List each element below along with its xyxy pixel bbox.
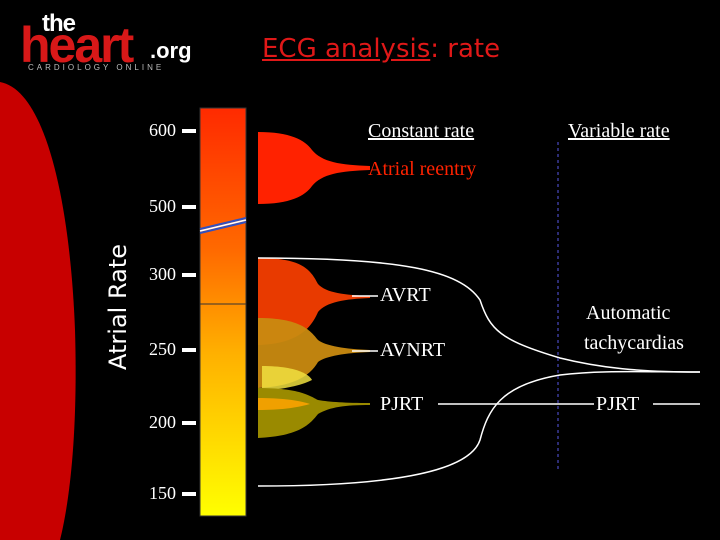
label-avrt: AVRT — [380, 284, 431, 306]
tick-marks — [182, 129, 196, 496]
label-atrial-reentry: Atrial reentry — [368, 158, 477, 180]
bar-break-mark — [199, 217, 247, 234]
logo-heart[interactable]: heart — [20, 17, 134, 73]
label-pjrt-left: PJRT — [380, 393, 424, 415]
rate-bar — [199, 107, 247, 517]
avnrt-highlight — [262, 366, 312, 390]
label-automatic: Automatic — [586, 302, 671, 324]
title-suffix: : rate — [430, 34, 501, 64]
logo-org[interactable]: .org — [150, 38, 192, 63]
header-constant-rate: Constant rate — [368, 120, 475, 142]
label-avnrt: AVNRT — [380, 339, 446, 361]
tick-label-600: 600 — [149, 120, 176, 140]
tick-label-200: 200 — [149, 412, 176, 432]
atrial-reentry-shape — [258, 132, 370, 204]
title-main: ECG analysis — [262, 34, 431, 64]
logo-tagline: CARDIOLOGY ONLINE — [28, 63, 165, 72]
red-arc-decoration — [0, 82, 76, 540]
tick-label-300: 300 — [149, 264, 176, 284]
bracket-curve — [257, 257, 701, 373]
pjrt-shape — [258, 388, 370, 438]
logo-the[interactable]: the — [42, 10, 76, 37]
label-pjrt-right: PJRT — [596, 393, 640, 415]
tick-label-150: 150 — [149, 483, 176, 503]
tick-label-500: 500 — [149, 196, 176, 216]
page-title: ECG analysis: rate — [262, 34, 500, 64]
label-tachycardias: tachycardias — [584, 332, 684, 354]
tick-label-250: 250 — [149, 339, 176, 359]
header-variable-rate: Variable rate — [568, 120, 670, 142]
